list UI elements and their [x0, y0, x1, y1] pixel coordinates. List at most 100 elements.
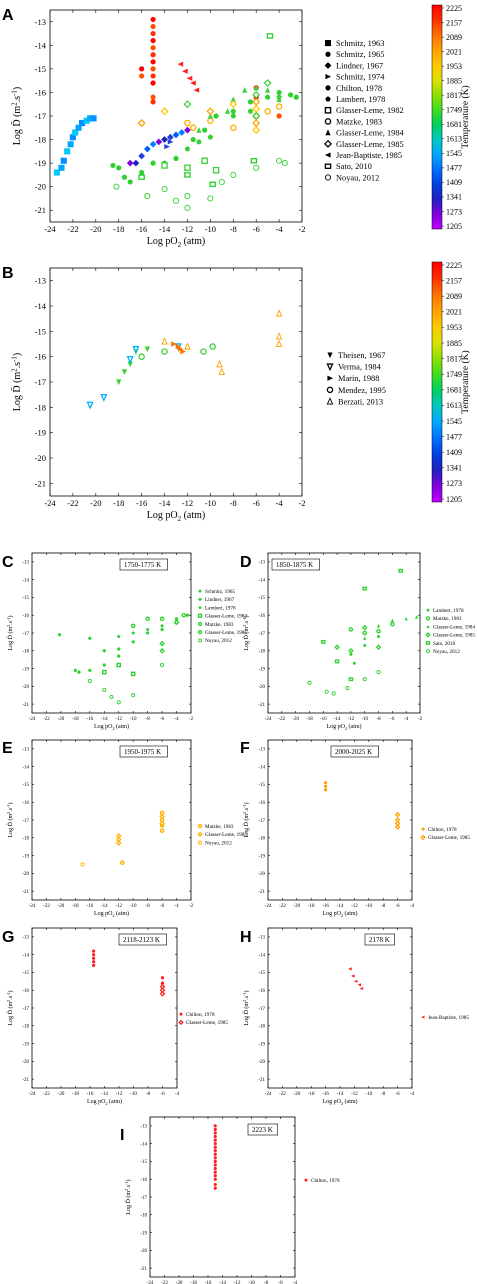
- data-point-chilton-1978: [160, 981, 165, 985]
- x-tick-label: -8: [230, 498, 237, 508]
- data-point-glasser-leme-1984: [414, 615, 419, 619]
- y-tick-label: -21: [258, 703, 265, 708]
- legend-marker-glasser-leme-1982: [324, 106, 332, 114]
- temperature-range-box: [330, 745, 379, 758]
- panel-g: G -24 -22 -20 -18 -16 -14 -12 -10 -8 -6 -4 -13 -14 -15…: [2, 927, 228, 1106]
- legend-marker-matzke-1983: [197, 824, 203, 829]
- data-point-chilton-1978: [150, 45, 156, 51]
- data-point-glasser-leme-1985: [159, 647, 165, 654]
- x-tick-label: -22: [67, 224, 78, 234]
- x-tick-label: -10: [130, 717, 137, 722]
- data-point-lindner-1967: [102, 648, 107, 653]
- x-tick-label: -22: [161, 1281, 168, 1284]
- x-tick-label: -6: [160, 904, 165, 909]
- x-tick-label: -22: [67, 498, 78, 508]
- data-point-schmitz-1965: [213, 113, 219, 119]
- legend-marker-verma-1984: [326, 363, 334, 372]
- legend-marker-mendez-1995: [326, 386, 334, 394]
- y-axis-label: Log D̃ (m2.s-1): [10, 353, 23, 412]
- panel-c: C -24 -22 -20 -18 -16 -14 -12 -10 -8 -6 -4 -2 -13 -14 -…: [2, 552, 247, 731]
- data-point-lambert-1978: [363, 643, 367, 647]
- data-point-noyau-2012: [144, 193, 151, 200]
- data-point-matzke-1983: [145, 616, 150, 622]
- data-point-sato-2010: [266, 33, 274, 39]
- y-tick-label: -21: [258, 890, 265, 895]
- data-point-lambert-1978: [230, 113, 236, 119]
- x-tick-label: -10: [365, 904, 372, 909]
- colorbar-tick-label: 1205: [446, 222, 462, 231]
- y-tick-label: -18: [35, 135, 46, 145]
- y-axis-label: Log D̃ (m2.s-1): [242, 990, 250, 1025]
- data-point-noyau-2012: [345, 686, 350, 691]
- temperature-range-label: 2118-2123 K: [123, 936, 160, 944]
- x-tick-label: -8: [376, 717, 381, 722]
- data-point-lindner-1967: [143, 145, 151, 153]
- data-point-sato-2010: [362, 586, 368, 591]
- x-tick-label: -8: [381, 904, 386, 909]
- legend-label-glasser-leme-1982: Glasser-Leme, 1982: [336, 106, 404, 115]
- legend-marker-jean-baptiste-1985: [324, 152, 331, 158]
- y-tick-label: -17: [258, 632, 265, 637]
- data-point-glasser-leme-1982: [212, 166, 220, 174]
- y-tick-label: -15: [22, 971, 29, 976]
- legend-marker-chilton-1978: [325, 85, 331, 91]
- x-tick-label: -16: [86, 904, 93, 909]
- legend-label-matzke-1983: Matzke, 1983: [336, 117, 382, 126]
- data-point-noyau-2012: [102, 687, 107, 692]
- legend-marker-noyau-2012: [324, 174, 332, 181]
- colorbar-tick-label: 1273: [446, 207, 462, 216]
- legend-label-lambert-1978: Lambert, 1978: [205, 605, 236, 611]
- temperature-range-label: 1750-1775 K: [124, 561, 161, 569]
- x-tick-label: -8: [230, 224, 237, 234]
- data-point-schmitz-1965: [146, 631, 150, 635]
- data-point-sato-2010: [320, 639, 326, 644]
- data-point-schmitz-1965: [160, 627, 164, 632]
- temperature-range-label: 1950-1975 K: [124, 748, 161, 756]
- plot-frame: [31, 739, 192, 901]
- legend-label-jean-baptiste-1985: Jean-Baptiste, 1985: [428, 1015, 469, 1021]
- data-point-verma-1984: [100, 393, 108, 402]
- x-tick-label: -2: [298, 224, 305, 234]
- y-tick-label: -21: [35, 478, 46, 488]
- data-point-chilton-1978: [213, 1159, 217, 1164]
- colorbar: [431, 261, 443, 503]
- data-point-schmitz-1965: [287, 92, 294, 98]
- x-tick-label: -4: [174, 717, 179, 722]
- x-tick-label: -10: [130, 1092, 137, 1097]
- legend-marker-schmitz-1965: [325, 51, 331, 57]
- y-tick-label: -15: [258, 596, 265, 601]
- colorbar-tick-label: 1341: [446, 193, 462, 202]
- legend-label-theisen-1967: Theisen, 1967: [338, 351, 385, 360]
- y-tick-label: -19: [258, 667, 265, 672]
- data-point-noyau-2012: [218, 178, 225, 186]
- y-tick-label: -20: [258, 685, 265, 690]
- x-tick-label: -10: [205, 224, 216, 234]
- x-tick-label: -24: [29, 1092, 36, 1097]
- legend-label-schmitz-1965: Schmitz, 1965: [205, 589, 235, 595]
- data-point-schmitz-1963: [58, 164, 65, 171]
- x-tick-label: -10: [248, 1281, 255, 1284]
- data-point-chilton-1978: [150, 38, 156, 44]
- colorbar-tick-label: 2089: [446, 33, 462, 42]
- panel-a: A -24 -22 -20 -18 -16 -14 -12 -10 -8 -6 -4 -2 -13 -14 -…: [2, 4, 471, 249]
- data-point-chilton-1978: [139, 66, 145, 72]
- y-tick-label: -17: [35, 377, 46, 387]
- x-axis-label: Log pO2 (atm): [326, 723, 361, 731]
- x-tick-label: -12: [182, 224, 193, 234]
- data-point-chilton-1978: [150, 16, 156, 23]
- panel-label: A: [2, 7, 14, 24]
- legend-label-glasser-leme-1984: Glasser-Leme, 1984: [336, 129, 405, 138]
- legend-label-noyau-2012: Noyau, 2012: [205, 638, 232, 644]
- data-point-glasser-leme-1985: [348, 647, 354, 654]
- data-point-lindner-1967: [184, 126, 191, 134]
- colorbar-title: Temperature (K): [460, 350, 471, 413]
- legend-marker-schmitz-1974: [325, 74, 332, 80]
- data-point-chilton-1978: [92, 960, 96, 964]
- y-tick-label: -14: [140, 1142, 147, 1147]
- y-tick-label: -14: [35, 40, 47, 50]
- data-point-glasser-leme-1985: [375, 644, 382, 651]
- colorbar-tick-label: 1545: [446, 417, 462, 426]
- y-tick-label: -17: [35, 111, 46, 121]
- colorbar-tick-label: 1545: [446, 149, 462, 158]
- data-point-schmitz-1963: [53, 169, 60, 176]
